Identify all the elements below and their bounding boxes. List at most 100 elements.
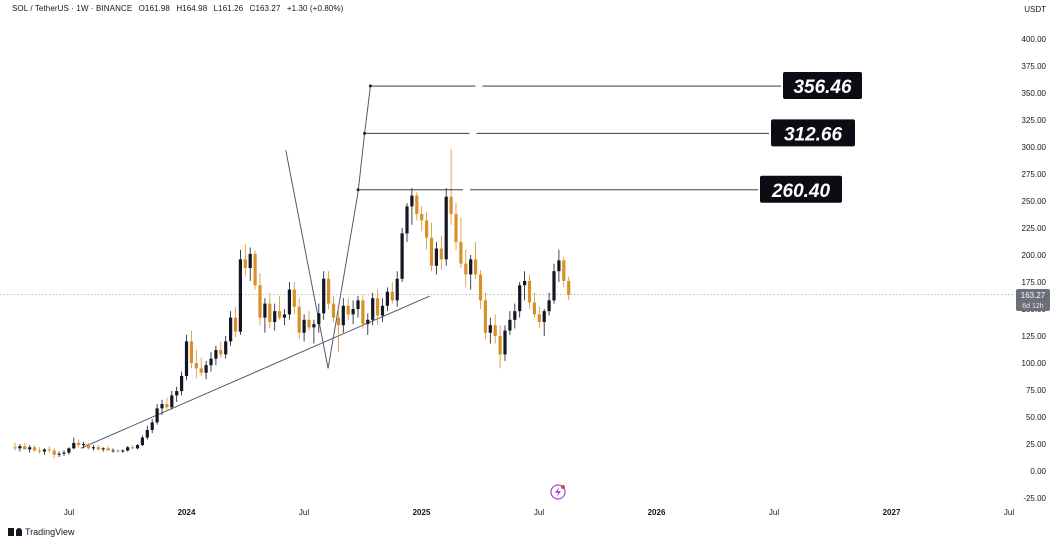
candle-body [537,314,541,322]
candle [209,352,213,372]
candle [415,192,419,221]
candle-body [219,350,223,355]
candle-body [23,446,27,450]
candle [155,404,159,425]
y-tick-label: 75.00 [1026,386,1047,395]
target-3[interactable]: 260.40 [356,175,842,203]
candle-body [557,260,561,272]
candle [542,309,546,336]
candle [62,450,66,456]
candle [204,360,208,380]
target-2[interactable]: 312.66 [363,119,855,147]
candle-body [376,298,380,316]
candle [483,292,487,340]
candle-body [390,291,394,301]
candle-body [351,309,355,315]
candle [273,303,277,331]
y-tick-label: 325.00 [1022,116,1047,125]
candle-body [523,280,527,286]
candle-body [47,449,51,451]
candle-body [106,448,110,451]
candle [18,444,22,452]
candle-body [204,365,208,373]
candle-body [13,447,17,449]
candle [131,445,135,450]
symbol-name[interactable]: SOL / TetherUS · 1W · BINANCE [12,4,133,13]
projection-line[interactable] [327,192,359,369]
candle-body [547,300,551,312]
candle [13,442,17,451]
candle [385,287,389,312]
target-box [783,72,862,100]
candle [454,203,458,250]
candle [371,292,375,326]
candle-body [160,404,164,409]
candle-body [346,305,350,315]
candle-body [518,285,522,312]
candle-body [258,285,262,318]
candle [140,435,144,447]
candle-body [33,447,37,451]
candle [170,391,174,410]
candle-body [361,300,365,325]
candle [518,282,522,318]
candle-body [380,305,385,316]
y-tick-label: 100.00 [1022,359,1047,368]
projection-line[interactable] [364,86,371,135]
candle [532,292,536,318]
candle-body [18,446,22,449]
price-tag-box [1016,289,1050,311]
candle [508,311,512,335]
candle [351,300,355,325]
x-tick-label: 2026 [648,508,666,517]
time-axis[interactable]: Jul 2024 Jul 2025 Jul 2026 Jul 2027 Jul [64,508,1014,517]
candle [111,448,115,453]
currency-label: USDT [1024,5,1046,14]
candle-body [209,358,213,366]
candle [478,270,483,309]
candle [503,325,507,361]
y-tick-label: 125.00 [1022,332,1047,341]
y-tick-label: -25.00 [1023,494,1046,503]
candle-body [425,220,429,238]
candle [361,294,365,329]
projection-line[interactable] [357,133,366,193]
candle [224,336,228,359]
symbol-header: SOL / TetherUS · 1W · BINANCE O161.98 H1… [12,4,347,13]
tradingview-logo[interactable]: TradingView [8,527,75,537]
candle-body [327,278,331,304]
candle [498,325,502,369]
candle [67,447,71,455]
candle-body [135,445,140,449]
candle-body [86,444,91,449]
candle [194,350,198,379]
brand-label: TradingView [25,527,75,537]
target-1[interactable]: 356.46 [368,72,862,100]
candle-body [268,303,272,322]
candle [263,298,267,333]
candle [488,317,492,344]
candle [57,451,61,457]
candle-body [140,437,144,446]
candle [390,282,394,304]
ohlc-open: O161.98 [138,4,170,13]
y-tick-label: 200.00 [1022,251,1047,260]
lightning-icon[interactable] [550,484,566,500]
candle [297,298,301,340]
support-trendline[interactable] [80,295,430,449]
candle [552,263,556,304]
price-axis[interactable]: 400.00 375.00 350.00 325.00 300.00 275.00 250.… [1022,35,1047,503]
candle [336,309,340,353]
candle-body [165,404,169,408]
candle-body [297,306,301,333]
y-tick-label: 225.00 [1022,224,1047,233]
candle [439,235,443,271]
candle-body [366,319,370,325]
candle-body [62,452,66,454]
x-tick-label: Jul [64,508,74,517]
projection-line[interactable] [285,150,329,369]
candle [400,228,404,282]
candle-body [282,314,287,318]
x-tick-label: Jul [534,508,544,517]
